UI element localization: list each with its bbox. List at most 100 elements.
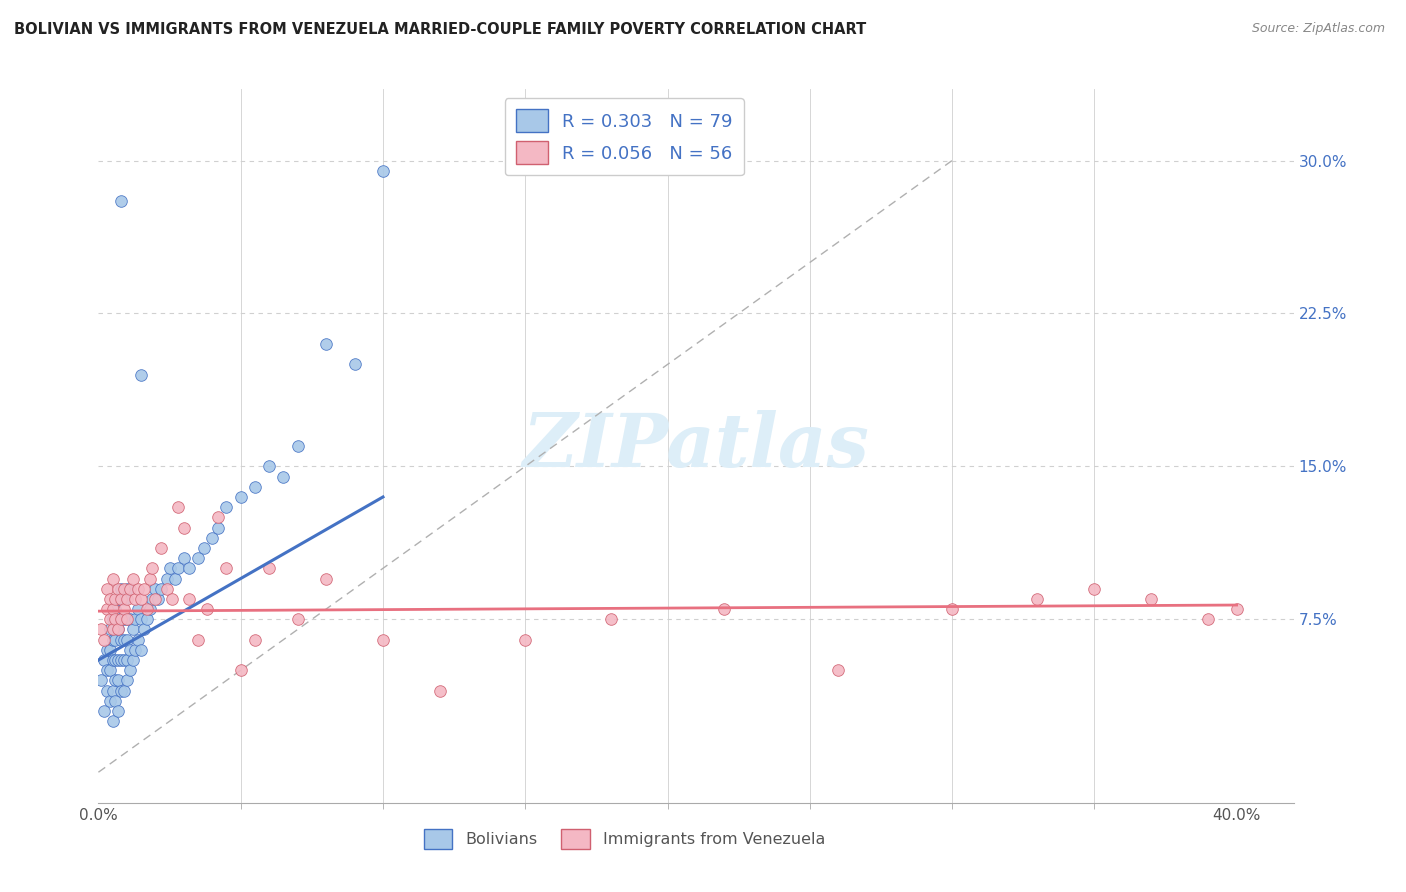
Point (132, 582, 155, 596)
Point (96, 683, 118, 698)
Point (215, 561, 238, 575)
Point (150, 541, 173, 555)
Point (118, 663, 141, 677)
Point (121, 623, 143, 637)
Point (141, 561, 163, 575)
Point (287, 439, 309, 453)
Point (257, 561, 280, 575)
Point (115, 591, 138, 606)
Point (207, 510, 229, 524)
Point (315, 337, 337, 351)
Point (193, 541, 215, 555)
Point (104, 673, 127, 688)
Point (1083, 582, 1105, 596)
Point (112, 653, 135, 667)
Point (104, 612, 127, 626)
Point (148, 591, 170, 606)
Point (207, 520, 229, 534)
Point (96, 663, 118, 677)
Point (107, 704, 129, 718)
Point (713, 602, 735, 616)
Point (110, 612, 132, 626)
Point (343, 358, 366, 372)
Point (115, 653, 138, 667)
Point (143, 591, 166, 606)
Point (315, 572, 337, 586)
Point (101, 683, 124, 698)
Point (287, 612, 309, 626)
Point (215, 500, 238, 515)
Point (159, 561, 181, 575)
Point (98, 612, 121, 626)
Point (115, 612, 138, 626)
Point (243, 632, 266, 647)
Point (156, 572, 179, 586)
Point (104, 632, 127, 647)
Point (98, 591, 121, 606)
Point (129, 612, 152, 626)
Point (112, 591, 135, 606)
Point (124, 612, 146, 626)
Point (93, 632, 115, 647)
Point (129, 368, 152, 382)
Point (165, 572, 187, 586)
Point (115, 582, 138, 596)
Point (371, 632, 394, 647)
Point (107, 623, 129, 637)
Point (124, 643, 146, 657)
Point (101, 623, 124, 637)
Point (138, 572, 160, 586)
Point (229, 663, 252, 677)
Point (127, 632, 149, 647)
Point (173, 551, 195, 566)
Point (162, 591, 184, 606)
Point (96, 643, 118, 657)
Point (112, 683, 135, 698)
Point (93, 653, 115, 667)
Point (371, 163, 394, 178)
Point (98, 623, 121, 637)
Point (115, 612, 138, 626)
Point (98, 663, 121, 677)
Point (167, 500, 190, 515)
Point (118, 612, 141, 626)
Point (101, 572, 124, 586)
Point (110, 582, 132, 596)
Point (115, 673, 138, 688)
Point (229, 490, 252, 504)
Point (112, 632, 135, 647)
Point (101, 602, 124, 616)
Point (101, 653, 124, 667)
Point (107, 653, 129, 667)
Point (110, 683, 132, 698)
Point (1140, 591, 1163, 606)
Point (98, 643, 121, 657)
Point (187, 551, 209, 566)
Text: ZIPatlas: ZIPatlas (523, 409, 869, 483)
Point (173, 520, 195, 534)
Point (138, 602, 160, 616)
Point (107, 582, 129, 596)
Point (599, 612, 621, 626)
Point (112, 602, 135, 616)
Text: BOLIVIAN VS IMMIGRANTS FROM VENEZUELA MARRIED-COUPLE FAMILY POVERTY CORRELATION : BOLIVIAN VS IMMIGRANTS FROM VENEZUELA MA… (14, 22, 866, 37)
Point (429, 683, 451, 698)
Point (110, 632, 132, 647)
Point (110, 612, 132, 626)
Point (112, 612, 135, 626)
Point (98, 694, 121, 708)
Point (135, 612, 157, 626)
Point (121, 572, 143, 586)
Point (243, 480, 266, 494)
Point (101, 632, 124, 647)
Point (167, 561, 190, 575)
Point (96, 602, 118, 616)
Point (104, 602, 127, 616)
Point (135, 602, 157, 616)
Point (90, 673, 112, 688)
Point (107, 673, 129, 688)
Point (127, 582, 149, 596)
Point (1026, 591, 1049, 606)
Legend: Bolivians, Immigrants from Venezuela: Bolivians, Immigrants from Venezuela (418, 822, 831, 855)
Point (96, 582, 118, 596)
